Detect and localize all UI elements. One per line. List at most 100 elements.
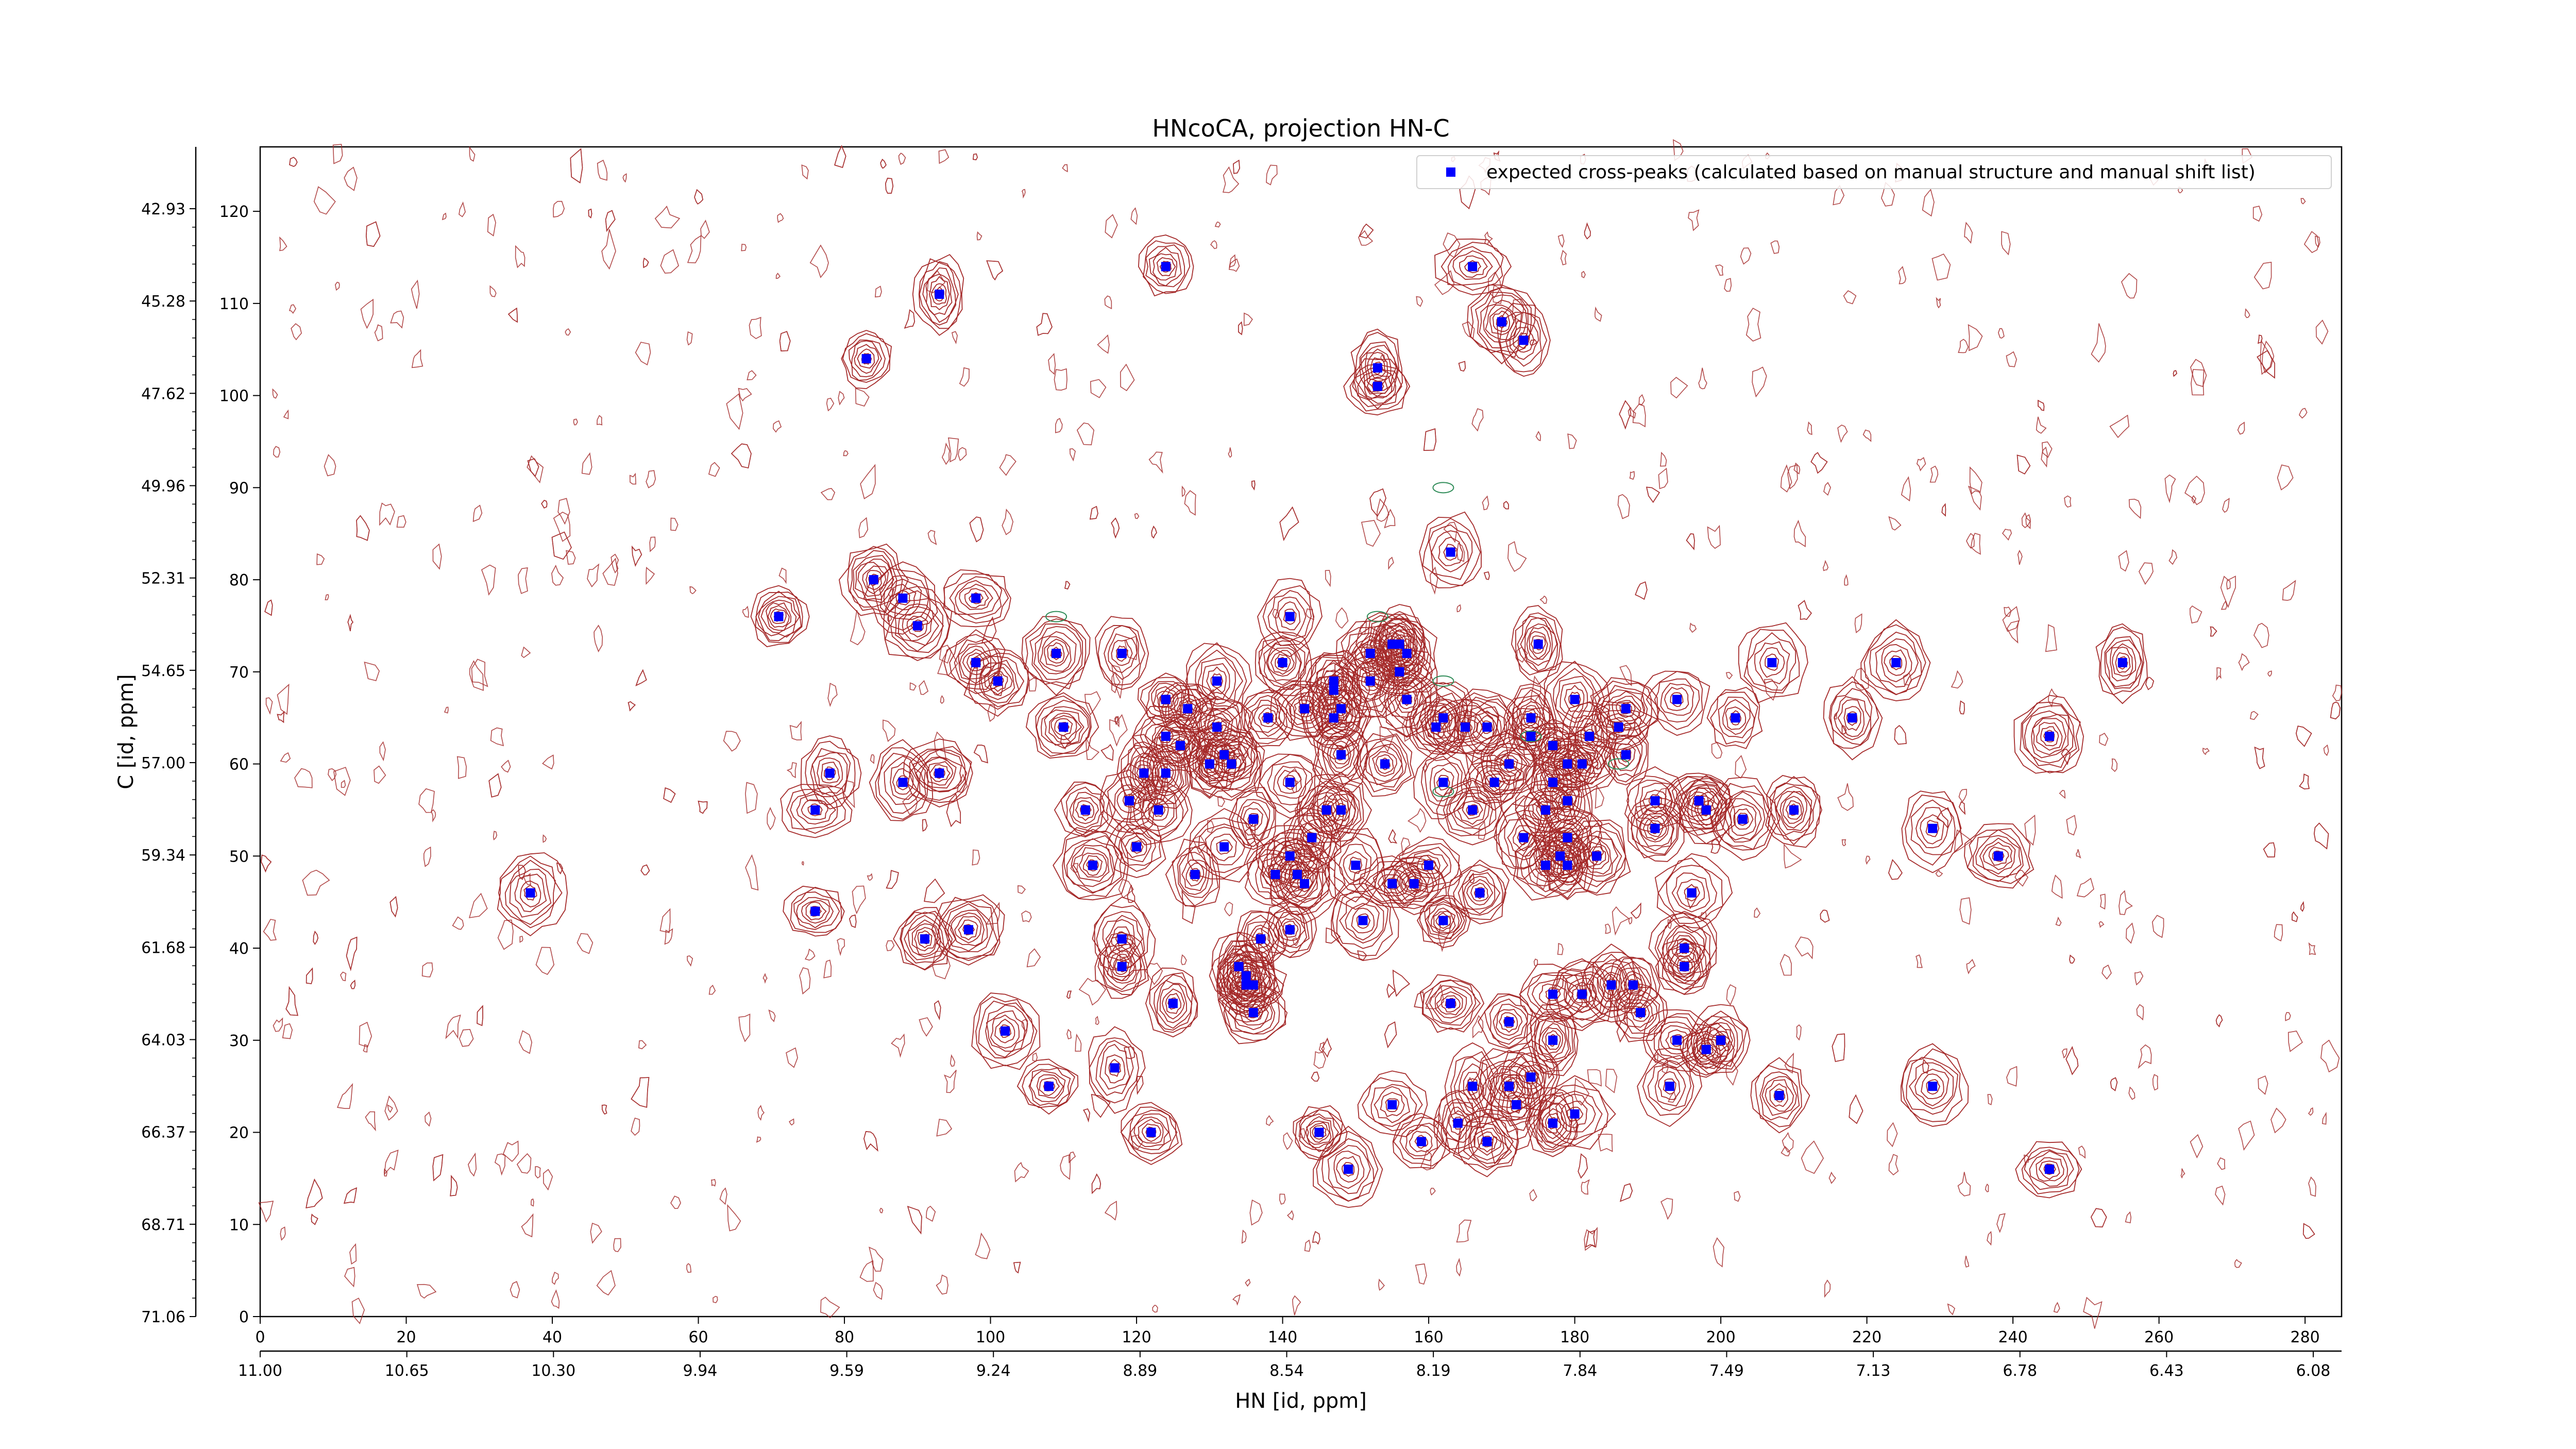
peak-contour-level (1179, 852, 1210, 895)
peak-contour-level (1498, 1012, 1518, 1033)
peak-contour-level (841, 330, 892, 390)
peak-contour-level (1339, 896, 1384, 944)
expected-peak-marker (1891, 658, 1901, 667)
peak-contour-level (1484, 773, 1505, 793)
peak-contour-level (1250, 700, 1285, 737)
noise-contour (552, 1271, 559, 1285)
expected-peak-marker (1650, 796, 1660, 806)
noise-contour (1726, 984, 1737, 1006)
noise-contour (1903, 672, 1912, 686)
noise-contour (1114, 716, 1118, 726)
peak-contour-group (2095, 623, 2148, 704)
peak-contour-level (1234, 995, 1273, 1031)
peak-contour-group (1496, 302, 1551, 377)
noise-contour (972, 849, 980, 866)
peak-contour-level (1400, 871, 1427, 896)
peak-contour-level (917, 930, 933, 949)
peak-contour-level (497, 852, 568, 937)
peak-contour-level (1506, 1091, 1528, 1121)
peak-contour-level (1343, 851, 1368, 882)
peak-contour-level (1333, 1150, 1365, 1189)
y-tick-label: 90 (229, 479, 249, 497)
peak-contour-level (1430, 762, 1460, 802)
expected-peak-marker (1592, 851, 1602, 861)
noise-contour (1793, 519, 1806, 547)
expected-peak-marker (2117, 658, 2127, 667)
peak-contour-level (1600, 971, 1622, 999)
peak-contour-level (984, 667, 1013, 696)
noise-contour (1153, 774, 1163, 795)
peak-contour-level (1239, 1000, 1269, 1026)
peak-contour-level (1910, 799, 1956, 855)
peak-contour-level (1066, 838, 1119, 893)
noise-contour (1090, 379, 1107, 398)
noise-contour (1617, 494, 1630, 519)
noise-contour (2191, 369, 2205, 396)
peak-contour-level (2110, 643, 2137, 682)
noise-contour (2083, 1296, 2103, 1329)
peak-contour-level (1302, 827, 1321, 848)
noise-contour (2217, 1157, 2226, 1170)
expected-peak-marker (1701, 805, 1711, 815)
noise-contour (1959, 897, 1972, 925)
noise-contour (1207, 820, 1214, 833)
noise-contour (1392, 969, 1410, 997)
noise-contour (631, 545, 642, 567)
peak-contour-level (1905, 795, 1962, 866)
noise-contour (1384, 509, 1396, 529)
peak-contour-level (1538, 1023, 1566, 1059)
peak-contour-group (1590, 677, 1660, 740)
negative-contour (1607, 758, 1630, 770)
noise-contour (686, 1263, 692, 1273)
expected-peak-marker (1584, 731, 1594, 741)
peak-contour-level (1436, 1089, 1482, 1154)
noise-contour (1620, 1183, 1633, 1202)
noise-contour (1152, 1304, 1158, 1313)
noise-contour (2121, 273, 2138, 299)
peak-contour-level (1489, 746, 1530, 783)
peak-contour-level (1536, 1099, 1572, 1149)
peak-contour-level (1889, 655, 1903, 670)
peak-contour-level (1050, 715, 1077, 740)
noise-contour (1210, 240, 1217, 249)
expected-peak-marker (1489, 778, 1499, 787)
expected-peak-marker (964, 925, 974, 935)
peak-contour-level (1499, 312, 1548, 373)
peak-contour-group (1537, 765, 1592, 834)
peak-contour-level (1657, 1071, 1681, 1100)
peak-contour-level (1095, 1040, 1134, 1096)
expected-peak-marker (1212, 722, 1222, 732)
peak-contour-level (1671, 935, 1697, 963)
noise-contour (1111, 671, 1121, 694)
x-tick-label: 160 (1414, 1328, 1443, 1346)
noise-contour (2006, 351, 2017, 367)
peak-contour-level (2095, 623, 2148, 704)
noise-contour (1824, 1279, 1831, 1298)
peak-contour-level (938, 901, 998, 962)
noise-contour (551, 1289, 560, 1309)
peak-contour-level (1400, 645, 1413, 662)
expected-peak-marker (1540, 861, 1550, 870)
peak-contour-level (1296, 818, 1329, 857)
peak-contour-level (1159, 726, 1202, 767)
noise-contour (2099, 732, 2109, 746)
peak-contour-level (1228, 993, 1276, 1035)
noise-contour (1279, 1193, 1286, 1205)
expected-peak-marker (1548, 1118, 1558, 1128)
expected-peak-marker (971, 658, 981, 667)
noise-contour (2299, 773, 2310, 789)
noise-contour (283, 409, 289, 419)
ppm-tick-label: 7.84 (1563, 1362, 1597, 1380)
noise-contour (1958, 801, 1966, 815)
peak-contour-level (1548, 744, 1588, 785)
expected-peak-marker (1526, 1072, 1536, 1082)
noise-contour (1700, 911, 1707, 920)
noise-contour (834, 145, 846, 169)
peak-contour-level (1398, 843, 1460, 888)
noise-contour (1357, 950, 1367, 961)
noise-contour (1594, 306, 1602, 322)
peak-contour-level (1355, 332, 1399, 401)
peak-contour-level (1452, 250, 1493, 280)
peak-contour-level (1112, 953, 1132, 978)
noise-contour (2234, 1259, 2242, 1268)
